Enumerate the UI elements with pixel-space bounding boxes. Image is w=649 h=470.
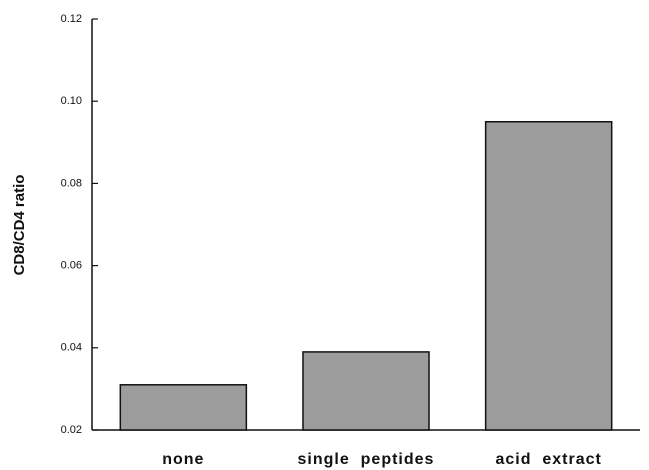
x-tick-label: none — [162, 451, 204, 468]
y-axis-label: CD8/CD4 ratio — [11, 175, 28, 276]
bar — [302, 351, 430, 431]
y-tick-label: 0.04 — [61, 342, 82, 354]
bar — [119, 384, 248, 431]
y-tick-label: 0.06 — [61, 260, 82, 272]
x-tick-label: single peptides — [298, 451, 435, 468]
y-tick-label: 0.10 — [61, 95, 82, 107]
y-tick-label: 0.08 — [61, 177, 82, 189]
y-tick-label: 0.02 — [61, 424, 82, 436]
bar — [484, 121, 613, 431]
x-tick-label: acid extract — [495, 451, 601, 468]
y-tick-label: 0.12 — [61, 13, 82, 25]
